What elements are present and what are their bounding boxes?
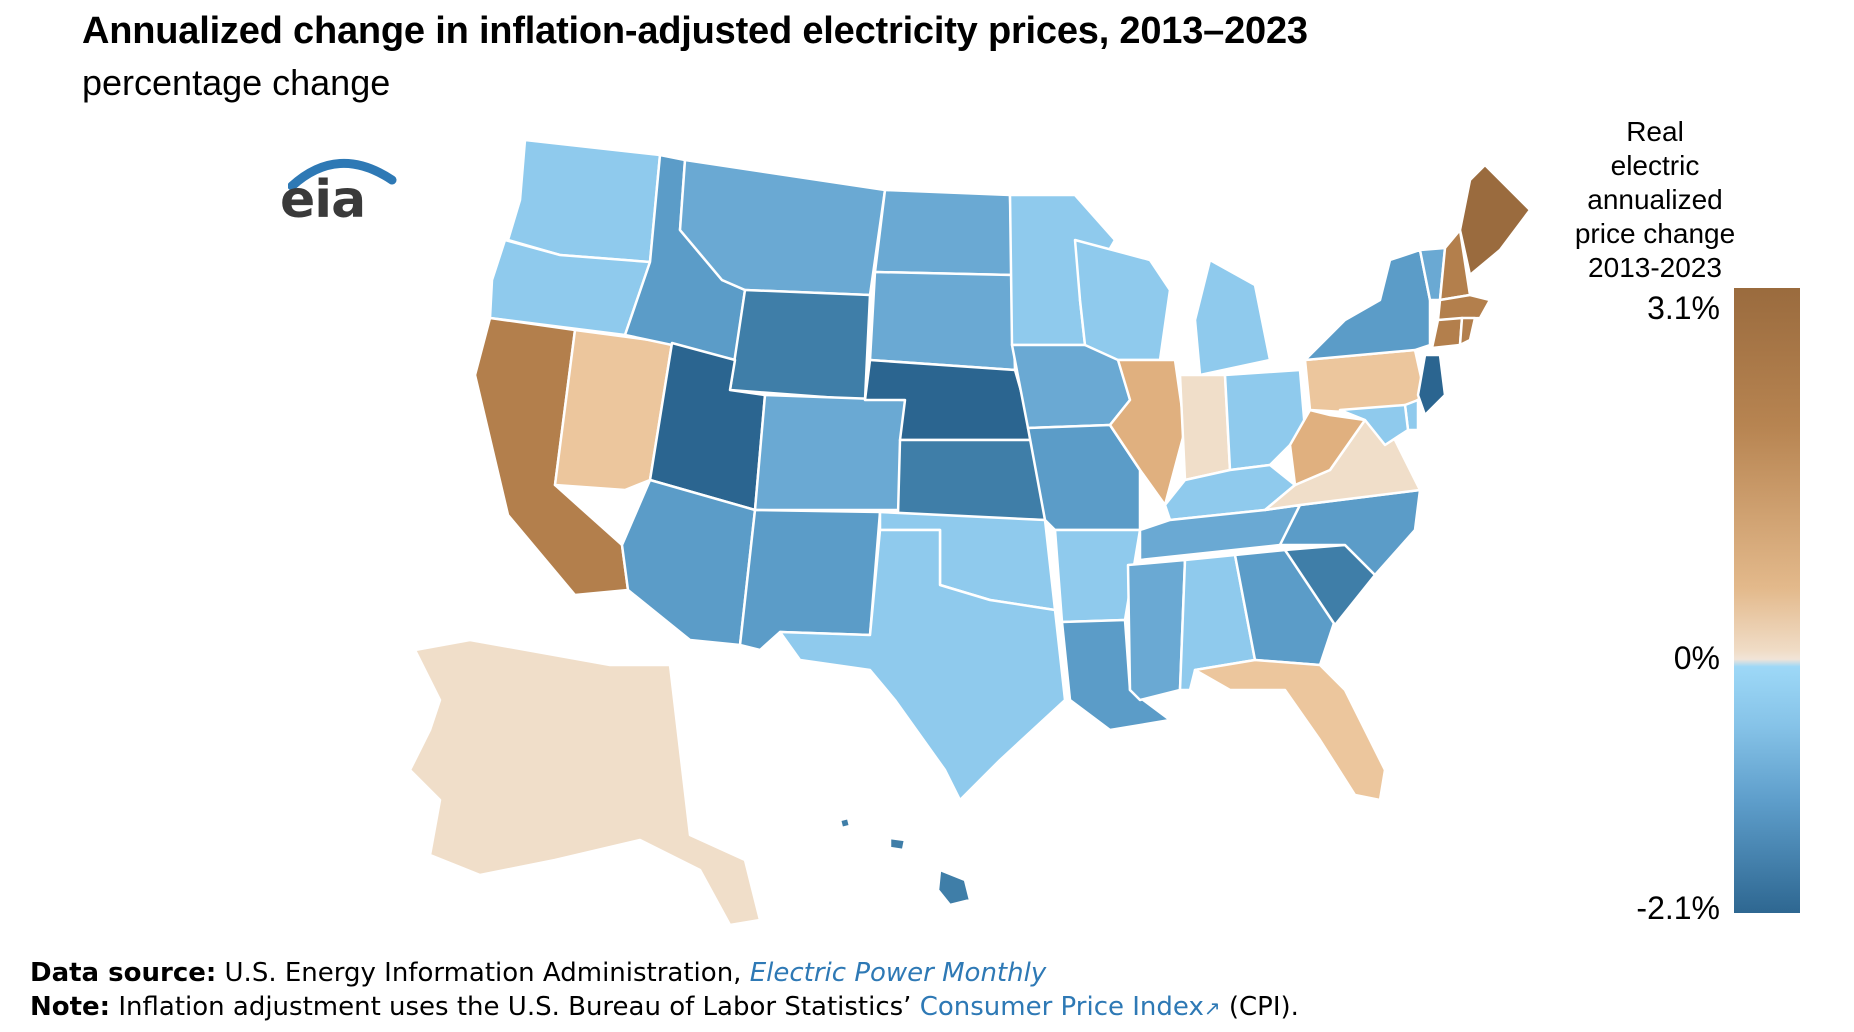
state-wi (1073, 238, 1172, 362)
eia-logo: eia (280, 150, 397, 230)
data-source-line: Data source: U.S. Energy Information Adm… (30, 958, 1046, 988)
logo-arc-icon (288, 158, 397, 190)
state-ri (1458, 316, 1477, 347)
state-ny (1303, 248, 1432, 362)
state-tx (778, 528, 1067, 802)
external-link-icon: ↗ (1203, 996, 1221, 1020)
chart-subtitle: percentage change (82, 62, 391, 103)
state-mi (1193, 258, 1272, 377)
chart-title: Annualized change in inflation-adjusted … (82, 10, 1308, 52)
state-nj (1416, 353, 1447, 417)
note-tail: (CPI). (1228, 992, 1299, 1022)
state-fl (1193, 658, 1387, 802)
legend-title: Real electric annualized price change 20… (1545, 115, 1765, 285)
legend-min-label: -2.1% (1636, 890, 1720, 926)
legend-zero-label: 0% (1673, 640, 1720, 676)
state-ct (1430, 316, 1464, 350)
state-me (1458, 163, 1532, 277)
source-text: U.S. Energy Information Administration, (224, 958, 742, 988)
state-la (1060, 618, 1172, 732)
legend-max-label: 3.1% (1647, 290, 1720, 326)
legend-title-line: price change (1574, 218, 1736, 249)
state-wa (506, 138, 662, 264)
state-az (620, 478, 757, 647)
note-line: Note: Inflation adjustment uses the U.S.… (30, 992, 1299, 1022)
state-in (1178, 373, 1232, 482)
state-wy (728, 288, 872, 402)
state-ms (1126, 558, 1187, 702)
state-ga (1233, 548, 1337, 667)
state-oh (1223, 368, 1307, 472)
state-ak (408, 638, 762, 927)
note-label: Note: (30, 992, 111, 1022)
state-co (753, 393, 907, 512)
legend-title-line: 2013-2023 (1588, 252, 1722, 283)
state-nd (873, 188, 1014, 277)
note-text: Inflation adjustment uses the U.S. Burea… (118, 992, 912, 1022)
legend-title-line: electric annualized (1587, 150, 1723, 215)
logo-text: eia (280, 170, 366, 230)
note-link[interactable]: Consumer Price Index (919, 992, 1204, 1022)
state-nm (738, 508, 882, 652)
state-md (1338, 403, 1410, 447)
legend-color-bar (1734, 288, 1800, 913)
state-sd (868, 270, 1017, 372)
state-ks (896, 438, 1047, 522)
source-label: Data source: (30, 958, 217, 988)
legend-title-line: Real (1626, 116, 1684, 147)
state-il (1108, 358, 1187, 507)
state-hi (838, 816, 972, 907)
state-ma (1436, 293, 1492, 322)
source-link[interactable]: Electric Power Monthly (749, 958, 1047, 988)
